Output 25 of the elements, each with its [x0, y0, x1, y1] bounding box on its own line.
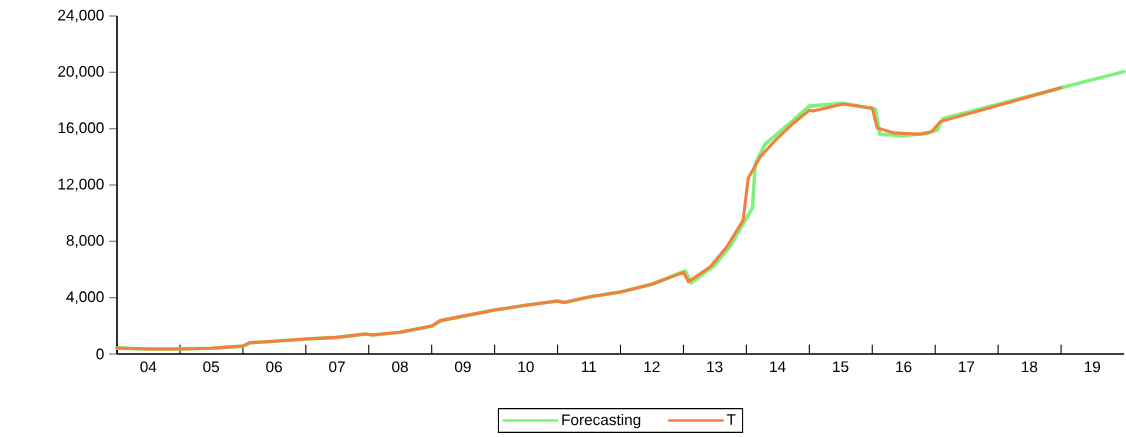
- x-tick-label: 12: [644, 361, 660, 373]
- y-tick-label: 16,000: [58, 122, 104, 136]
- x-tick-label: 07: [329, 361, 345, 373]
- x-tick-label: 09: [454, 361, 471, 373]
- x-tick-label: 17: [959, 361, 975, 372]
- legend-label: T: [726, 414, 736, 425]
- x-tick-label: 13: [707, 361, 723, 373]
- y-tick-label: 24,000: [58, 9, 104, 23]
- y-tick-label: 8,000: [66, 235, 104, 248]
- y-tick-label: 4,000: [66, 291, 104, 305]
- x-tick-label: 06: [266, 361, 282, 373]
- x-tick-label: 08: [392, 361, 408, 373]
- x-tick-label: 10: [518, 361, 534, 373]
- y-tick-label: 0: [96, 348, 104, 360]
- x-tick-label: 05: [203, 361, 220, 373]
- x-tick-label: 11: [581, 361, 596, 372]
- x-tick-label: 19: [1084, 361, 1101, 373]
- x-tick-label: 16: [896, 361, 912, 373]
- y-tick-label: 20,000: [58, 66, 104, 79]
- y-tick-label: 12,000: [58, 178, 104, 192]
- x-tick-label: 04: [140, 361, 157, 373]
- x-tick-label: 18: [1021, 361, 1038, 373]
- x-tick-label: 14: [770, 361, 786, 372]
- legend-label: Forecasting: [562, 413, 641, 429]
- x-tick-label: 15: [833, 361, 849, 373]
